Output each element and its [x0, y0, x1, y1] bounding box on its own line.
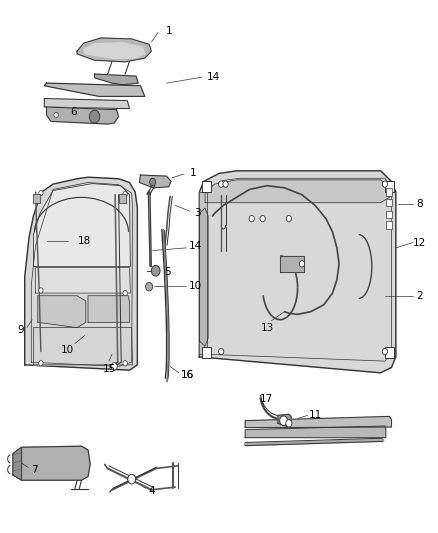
Text: 16: 16	[180, 370, 194, 380]
Polygon shape	[46, 107, 119, 124]
Polygon shape	[44, 83, 145, 96]
Polygon shape	[25, 177, 138, 370]
Polygon shape	[140, 175, 171, 188]
Circle shape	[150, 178, 155, 185]
Polygon shape	[44, 99, 130, 109]
Circle shape	[286, 419, 292, 427]
Text: 10: 10	[60, 345, 74, 356]
Text: 13: 13	[261, 322, 274, 333]
Circle shape	[123, 361, 127, 366]
Circle shape	[89, 110, 100, 123]
Text: 1: 1	[166, 26, 172, 36]
Circle shape	[123, 290, 127, 296]
Text: 10: 10	[189, 281, 202, 291]
Circle shape	[39, 288, 43, 293]
Text: 8: 8	[417, 199, 423, 209]
Text: 3: 3	[194, 208, 201, 219]
Text: 5: 5	[164, 267, 171, 277]
Circle shape	[382, 181, 388, 187]
Circle shape	[128, 474, 136, 484]
Circle shape	[219, 349, 224, 355]
Text: 2: 2	[417, 290, 423, 301]
Polygon shape	[88, 296, 130, 322]
Bar	[202, 181, 211, 192]
Polygon shape	[148, 192, 151, 266]
Polygon shape	[33, 183, 131, 266]
Bar	[202, 348, 211, 358]
Bar	[386, 211, 392, 218]
Text: 1: 1	[190, 168, 196, 178]
Polygon shape	[245, 416, 392, 427]
Polygon shape	[13, 446, 90, 480]
Circle shape	[382, 349, 388, 355]
Circle shape	[146, 282, 152, 291]
Circle shape	[111, 363, 117, 370]
Polygon shape	[95, 74, 138, 85]
Polygon shape	[35, 268, 131, 293]
Circle shape	[249, 215, 254, 222]
Circle shape	[280, 416, 288, 425]
Circle shape	[39, 190, 43, 196]
Circle shape	[39, 361, 43, 366]
Bar	[386, 221, 392, 229]
Text: 17: 17	[260, 394, 273, 405]
Circle shape	[54, 112, 58, 118]
Polygon shape	[278, 414, 291, 427]
Polygon shape	[245, 426, 386, 438]
Bar	[33, 194, 40, 203]
Polygon shape	[280, 256, 304, 272]
Text: 9: 9	[17, 325, 24, 335]
Polygon shape	[199, 208, 208, 346]
Polygon shape	[13, 447, 21, 480]
Polygon shape	[199, 171, 396, 373]
Polygon shape	[199, 192, 207, 354]
Text: 4: 4	[148, 486, 155, 496]
Circle shape	[299, 261, 304, 267]
Text: 18: 18	[78, 236, 91, 246]
Text: 15: 15	[102, 364, 116, 374]
Polygon shape	[38, 296, 86, 328]
Circle shape	[223, 181, 228, 187]
Text: 12: 12	[413, 238, 427, 247]
Text: 6: 6	[71, 107, 78, 117]
Bar	[385, 348, 394, 358]
Polygon shape	[84, 43, 145, 59]
Text: 11: 11	[308, 410, 321, 421]
Polygon shape	[33, 328, 133, 365]
Text: 16: 16	[180, 370, 194, 380]
Bar	[386, 188, 392, 196]
Circle shape	[123, 191, 127, 197]
Circle shape	[219, 181, 224, 187]
Circle shape	[260, 215, 265, 222]
Circle shape	[286, 215, 291, 222]
Bar	[385, 181, 394, 192]
Text: 7: 7	[32, 465, 38, 474]
Text: 14: 14	[207, 72, 220, 82]
Polygon shape	[205, 180, 389, 203]
Polygon shape	[77, 38, 151, 62]
Text: 14: 14	[188, 241, 201, 251]
Bar	[386, 199, 392, 206]
Circle shape	[151, 265, 160, 276]
Bar	[119, 194, 126, 203]
